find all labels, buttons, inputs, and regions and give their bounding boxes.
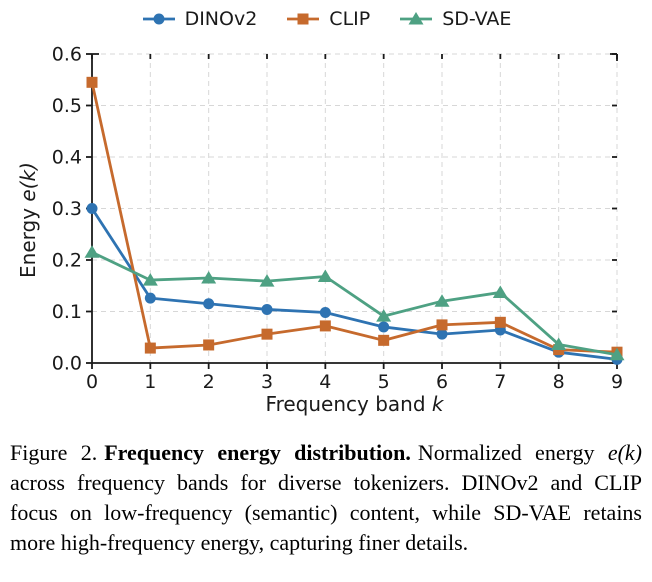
x-axis-label-math: k <box>431 392 444 416</box>
svg-text:1: 1 <box>144 371 156 393</box>
caption-title: Frequency energy distribution. <box>104 440 411 465</box>
series-clip <box>86 76 623 358</box>
legend-label-clip: CLIP <box>329 8 371 30</box>
svg-text:4: 4 <box>319 371 331 393</box>
figure-caption: Figure 2. Frequency energy distribution. N… <box>10 438 642 558</box>
legend-item-clip: CLIP <box>285 8 370 30</box>
y-axis-label-text: Energy <box>16 207 40 278</box>
x-axis-label-text: Frequency band <box>265 392 426 416</box>
y-axis-label: Energy e(k) <box>16 120 40 320</box>
legend-item-dinov2: DINOv2 <box>141 8 258 30</box>
y-axis-label-math: e(k) <box>16 162 40 202</box>
svg-text:2: 2 <box>203 371 215 393</box>
svg-text:0.0: 0.0 <box>52 353 82 375</box>
x-axis-label: Frequency band k <box>92 392 617 416</box>
caption-body-post: across frequency bands for diverse token… <box>10 470 642 555</box>
circle-marker-icon <box>142 13 175 25</box>
svg-text:0.6: 0.6 <box>52 44 82 66</box>
svg-text:0.2: 0.2 <box>52 250 82 272</box>
legend-label-dinov2: DINOv2 <box>184 8 258 30</box>
square-marker-icon <box>287 13 320 25</box>
frequency-energy-line-chart: 0 1 2 3 4 5 6 7 8 9 0.0 0.1 0.2 0.3 0.4 0.5 0.6 <box>52 44 625 393</box>
svg-text:8: 8 <box>553 371 565 393</box>
caption-figure-label: Figure 2. <box>10 440 98 465</box>
svg-text:5: 5 <box>378 371 390 393</box>
series-sd-vae <box>84 245 625 361</box>
triangle-marker-icon <box>400 12 433 25</box>
chart-legend: DINOv2 CLIP SD-VAE <box>0 8 652 30</box>
svg-text:7: 7 <box>494 371 506 393</box>
svg-text:0.1: 0.1 <box>52 301 82 323</box>
svg-text:9: 9 <box>611 371 623 393</box>
caption-energy-term: e(k) <box>607 440 642 465</box>
legend-label-sdvae: SD-VAE <box>442 8 512 30</box>
svg-text:0.4: 0.4 <box>52 147 82 169</box>
svg-text:6: 6 <box>436 371 448 393</box>
svg-text:3: 3 <box>261 371 273 393</box>
svg-text:0.3: 0.3 <box>52 198 82 220</box>
caption-body-pre: Normalized energy <box>417 440 595 465</box>
svg-text:0: 0 <box>86 371 98 393</box>
svg-text:0.5: 0.5 <box>52 95 82 117</box>
legend-item-sdvae: SD-VAE <box>398 8 511 30</box>
